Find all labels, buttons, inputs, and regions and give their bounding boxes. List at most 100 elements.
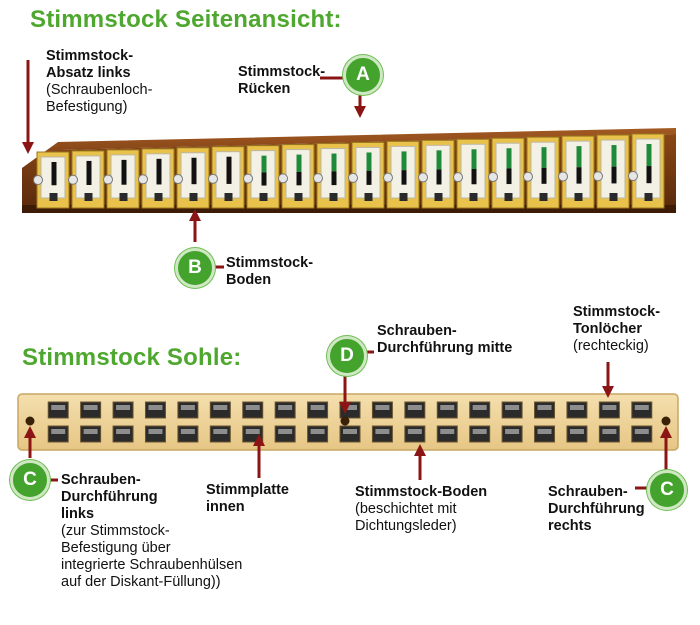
- label-reed-plate-2: innen: [206, 499, 245, 515]
- reed-block-side-view: [22, 128, 676, 213]
- side-view-title: Stimmstock Seitenansicht:: [30, 6, 342, 33]
- label-block-floor-1: Stimmstock-Boden: [355, 484, 488, 500]
- tone-hole: [598, 425, 620, 443]
- tone-hole: [112, 401, 134, 419]
- label-screw-left-3: links: [61, 506, 95, 522]
- reed-chamber: [453, 138, 490, 209]
- tone-hole: [469, 401, 491, 419]
- label-screw-middle: Schrauben- Durchführung mitte: [377, 323, 512, 357]
- label-screw-left-5: Befestigung über: [61, 540, 171, 556]
- badge-b: B: [175, 248, 215, 288]
- reed-chamber: [68, 150, 105, 209]
- label-tone-holes-2: Tonlöcher: [573, 321, 643, 337]
- tone-hole: [631, 401, 653, 419]
- label-screw-left-2: Durchführung: [61, 489, 158, 505]
- tone-hole: [274, 425, 296, 443]
- label-shoulder-title-1: Stimmstock-: [46, 48, 134, 64]
- label-screw-middle-1: Schrauben-: [377, 323, 457, 339]
- tone-hole: [144, 401, 166, 419]
- tone-hole: [47, 401, 69, 419]
- label-block-floor-3: Dichtungsleder): [355, 518, 457, 534]
- screw-hole-middle: [340, 416, 350, 426]
- badge-d: D: [327, 336, 367, 376]
- badge-a: A: [343, 55, 383, 95]
- label-reed-plate-inside: Stimmplatte innen: [206, 482, 289, 516]
- label-shoulder-note-1: (Schraubenloch-: [46, 82, 153, 98]
- sole-title: Stimmstock Sohle:: [22, 344, 242, 371]
- tone-hole: [274, 401, 296, 419]
- reed-block-sole: [17, 393, 679, 451]
- reed-chamber: [33, 151, 70, 209]
- reed-chamber: [593, 134, 630, 209]
- label-tone-holes-3: (rechteckig): [573, 338, 649, 354]
- label-back-2: Rücken: [238, 81, 291, 97]
- tone-hole: [469, 425, 491, 443]
- reed-chamber: [488, 137, 525, 209]
- label-block-floor: Stimmstock-Boden (beschichtet mit Dichtu…: [355, 484, 487, 535]
- label-screw-left-4: (zur Stimmstock-: [61, 523, 170, 539]
- tone-hole: [144, 425, 166, 443]
- label-screw-right-2: Durchführung: [548, 501, 645, 517]
- tone-hole: [339, 401, 361, 419]
- tone-hole: [598, 401, 620, 419]
- label-screw-left: Schrauben- Durchführung links (zur Stimm…: [61, 472, 242, 591]
- tone-hole: [404, 425, 426, 443]
- reed-chamber: [383, 140, 420, 209]
- label-screw-middle-2: Durchführung mitte: [377, 340, 513, 356]
- label-shoulder-left: Stimmstock- Absatz links (Schraubenloch-…: [46, 48, 152, 116]
- label-screw-left-7: auf der Diskant-Füllung)): [61, 574, 221, 590]
- tone-hole: [242, 425, 264, 443]
- label-screw-left-6: integrierte Schraubenhülsen: [61, 557, 243, 573]
- tone-hole: [501, 425, 523, 443]
- reed-chamber: [523, 136, 560, 209]
- reed-chamber: [138, 148, 175, 209]
- label-bottom: Stimmstock- Boden: [226, 255, 313, 289]
- tone-hole: [566, 425, 588, 443]
- label-screw-right-3: rechts: [548, 518, 592, 534]
- tone-hole: [80, 401, 102, 419]
- tone-hole: [112, 425, 134, 443]
- tone-hole: [631, 425, 653, 443]
- tone-hole: [209, 401, 231, 419]
- label-shoulder-note-2: Befestigung): [46, 99, 128, 115]
- label-screw-left-1: Schrauben-: [61, 472, 141, 488]
- badge-c-right: C: [647, 470, 687, 510]
- reed-chamber: [313, 143, 350, 209]
- tone-hole: [339, 425, 361, 443]
- tone-hole: [566, 401, 588, 419]
- reed-chamber: [418, 139, 455, 209]
- screw-hole-right: [661, 416, 671, 426]
- label-screw-right-1: Schrauben-: [548, 484, 628, 500]
- label-block-floor-2: (beschichtet mit: [355, 501, 457, 517]
- reed-chamber: [173, 147, 210, 209]
- tone-hole: [534, 425, 556, 443]
- label-back-1: Stimmstock-: [238, 64, 326, 80]
- label-tone-holes: Stimmstock- Tonlöcher (rechteckig): [573, 304, 660, 355]
- tone-hole: [209, 425, 231, 443]
- tone-hole: [177, 425, 199, 443]
- tone-hole: [242, 401, 264, 419]
- label-shoulder-title-2: Absatz links: [46, 65, 131, 81]
- tone-hole: [80, 425, 102, 443]
- tone-hole: [177, 401, 199, 419]
- reed-chamber: [278, 144, 315, 209]
- tone-hole: [436, 425, 458, 443]
- reed-chamber: [243, 145, 280, 209]
- label-reed-plate-1: Stimmplatte: [206, 482, 289, 498]
- tone-hole: [371, 425, 393, 443]
- reed-chamber: [558, 135, 595, 209]
- label-tone-holes-1: Stimmstock-: [573, 304, 661, 320]
- tone-hole: [436, 401, 458, 419]
- tone-hole: [307, 401, 329, 419]
- reed-chamber: [208, 146, 245, 209]
- label-back: Stimmstock- Rücken: [238, 64, 325, 98]
- tone-hole: [371, 401, 393, 419]
- tone-hole: [501, 401, 523, 419]
- tone-hole: [307, 425, 329, 443]
- reed-chamber: [348, 141, 385, 209]
- reed-chamber: [103, 149, 140, 209]
- tone-hole: [47, 425, 69, 443]
- tone-hole: [534, 401, 556, 419]
- label-bottom-1: Stimmstock-: [226, 255, 314, 271]
